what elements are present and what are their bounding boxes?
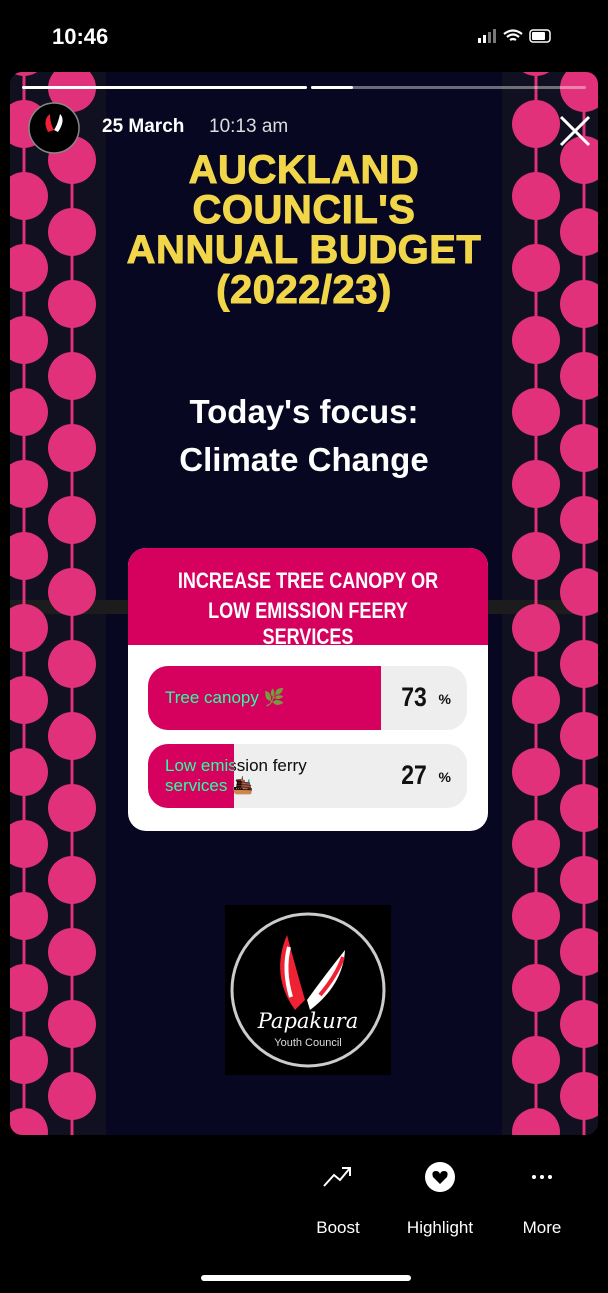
- poll-question: LOW EMISSION FEERY SERVICES: [160, 598, 455, 650]
- title-line: (2022/23): [10, 270, 598, 310]
- title-line: ANNUAL BUDGET: [10, 230, 598, 270]
- story-date: 25 March: [102, 116, 184, 138]
- story: 25 March 10:13 am INCREASE TREE CANOPY O…: [10, 72, 598, 1135]
- poll-option[interactable]: Tree canopy 🌿 73%: [148, 666, 467, 730]
- title-line: AUCKLAND: [10, 150, 598, 190]
- option-label: Tree canopy 🌿: [165, 688, 285, 708]
- close-button[interactable]: [558, 114, 592, 148]
- action-icon[interactable]: [318, 1160, 358, 1194]
- avatar[interactable]: [28, 102, 80, 154]
- option-label: Low emission ferry: [165, 756, 307, 776]
- status-icons: [478, 28, 554, 48]
- logo-name: Papakura: [225, 1009, 391, 1033]
- option-unit: %: [439, 769, 451, 785]
- option-percent: 73: [401, 682, 427, 713]
- action-icon[interactable]: [420, 1160, 460, 1194]
- poll-question: INCREASE TREE CANOPY OR: [160, 568, 455, 594]
- action-icon[interactable]: [522, 1160, 562, 1194]
- progress-segment: [22, 86, 307, 89]
- logo-subtitle: Youth Council: [225, 1037, 391, 1049]
- action-label[interactable]: More: [482, 1218, 602, 1238]
- focus-line: Climate Change: [10, 438, 598, 482]
- poll-card[interactable]: INCREASE TREE CANOPY OR LOW EMISSION FEER…: [128, 548, 488, 831]
- logo: Papakura Youth Council: [225, 905, 391, 1075]
- option-percent: 27: [401, 760, 427, 791]
- home-indicator: [201, 1275, 411, 1281]
- status-time: 10:46: [52, 24, 108, 50]
- option-unit: %: [439, 691, 451, 707]
- progress-segment: [311, 86, 586, 89]
- screen: 10:46 25 March 10:13 am INCREASE TREE CA…: [0, 0, 608, 1293]
- story-time: 10:13 am: [209, 116, 288, 138]
- title-line: COUNCIL'S: [10, 190, 598, 230]
- option-label: services 🛳️: [165, 776, 253, 796]
- focus-line: Today's focus:: [10, 390, 598, 434]
